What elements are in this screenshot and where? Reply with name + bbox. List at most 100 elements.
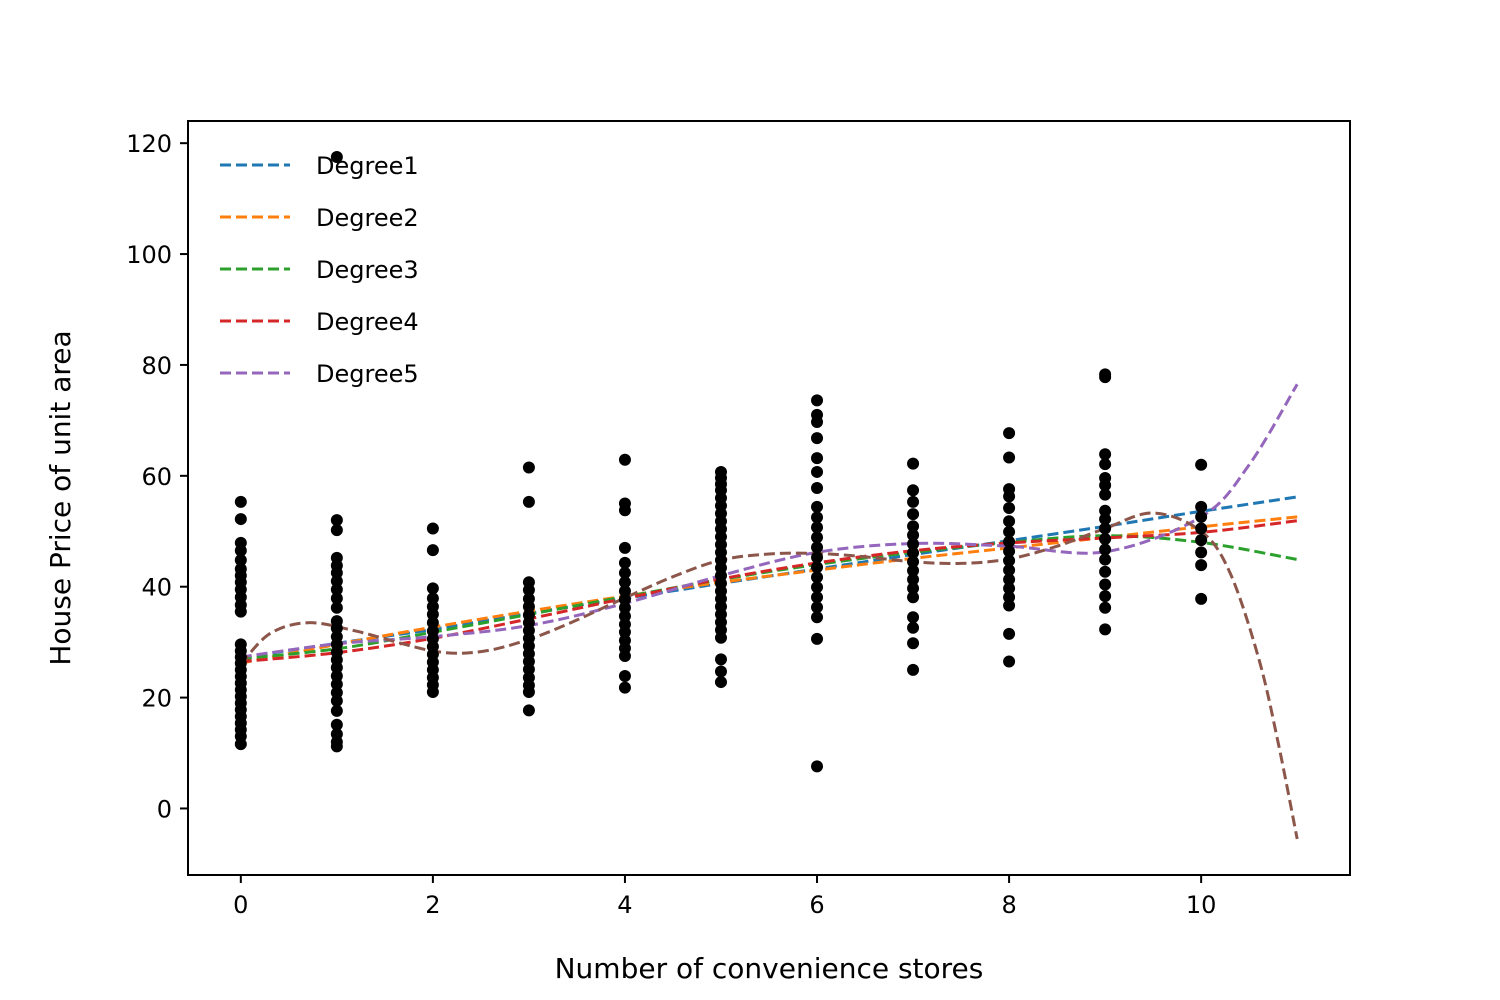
x-axis-label: Number of convenience stores — [555, 952, 984, 985]
series-line-degree4 — [240, 519, 1298, 664]
scatter-point — [1195, 592, 1208, 605]
scatter-point — [522, 584, 535, 597]
scatter-point — [330, 592, 343, 605]
scatter-point — [330, 524, 343, 537]
scatter-point — [330, 704, 343, 717]
scatter-point — [1099, 448, 1112, 461]
scatter-point — [330, 151, 343, 164]
scatter-point — [907, 538, 920, 551]
scatter-point — [1195, 510, 1208, 523]
scatter-point — [234, 554, 247, 567]
scatter-point — [811, 541, 824, 554]
scatter-point — [330, 669, 343, 682]
scatter-point — [330, 740, 343, 753]
scatter-point — [234, 513, 247, 526]
x-tick-label: 0 — [233, 891, 248, 919]
x-tick-label: 2 — [425, 891, 440, 919]
scatter-point — [714, 665, 727, 678]
scatter-point — [907, 508, 920, 521]
scatter-point — [522, 495, 535, 508]
scatter-point — [907, 457, 920, 470]
scatter-point — [1099, 623, 1112, 636]
scatter-point — [907, 611, 920, 624]
scatter-point — [330, 566, 343, 579]
scatter-point — [907, 555, 920, 568]
scatter-point — [907, 621, 920, 634]
scatter-point — [907, 546, 920, 559]
scatter-point — [1003, 573, 1016, 586]
scatter-point — [1003, 535, 1016, 548]
scatter-point — [811, 452, 824, 465]
scatter-point — [330, 678, 343, 691]
y-tick-label: 80 — [141, 352, 172, 380]
y-axis-label: House Price of unit area — [44, 330, 77, 665]
scatter-point — [907, 573, 920, 586]
scatter-point — [426, 522, 439, 535]
plot-frame — [187, 120, 1351, 876]
scatter-point — [618, 541, 631, 554]
scatter-point — [811, 394, 824, 407]
scatter-point — [618, 566, 631, 579]
scatter-point — [1099, 522, 1112, 535]
scatter-point — [811, 601, 824, 614]
x-axis-ticks: 0 2 4 6 8 10 — [233, 875, 1216, 919]
scatter-point — [907, 591, 920, 604]
scatter-point — [330, 575, 343, 588]
scatter-point — [1003, 564, 1016, 577]
legend-label: Degree4 — [316, 308, 419, 336]
scatter-point — [811, 591, 824, 604]
scatter-point — [1099, 578, 1112, 591]
scatter-point — [618, 626, 631, 639]
scatter-points — [234, 151, 1208, 773]
scatter-point — [330, 622, 343, 635]
scatter-point — [1099, 543, 1112, 556]
scatter-point — [811, 760, 824, 773]
scatter-point — [330, 694, 343, 707]
scatter-point — [1099, 553, 1112, 566]
x-tick-label: 10 — [1186, 891, 1217, 919]
y-tick-label: 60 — [141, 463, 172, 491]
scatter-point — [907, 637, 920, 650]
scatter-point — [811, 482, 824, 495]
scatter-point — [907, 564, 920, 577]
scatter-point — [1099, 488, 1112, 501]
scatter-point — [811, 511, 824, 524]
scatter-point — [811, 611, 824, 624]
scatter-point — [714, 676, 727, 689]
scatter-point — [1003, 582, 1016, 595]
scatter-point — [426, 608, 439, 621]
scatter-point — [1003, 545, 1016, 558]
scatter-point — [618, 601, 631, 614]
scatter-point — [1003, 490, 1016, 503]
scatter-point — [330, 686, 343, 699]
scatter-point — [1195, 546, 1208, 559]
scatter-point — [1003, 554, 1016, 567]
scatter-point — [1003, 627, 1016, 640]
x-tick-label: 6 — [809, 891, 824, 919]
scatter-point — [1195, 500, 1208, 513]
scatter-point — [522, 461, 535, 474]
scatter-point — [811, 561, 824, 574]
scatter-point — [811, 432, 824, 445]
scatter-point — [618, 576, 631, 589]
scatter-point — [811, 465, 824, 478]
x-tick-label: 4 — [617, 891, 632, 919]
scatter-point — [234, 495, 247, 508]
scatter-point — [811, 500, 824, 513]
scatter-point — [1003, 427, 1016, 440]
scatter-point — [1099, 504, 1112, 517]
scatter-point — [234, 544, 247, 557]
scatter-point — [330, 718, 343, 731]
scatter-point — [1003, 501, 1016, 514]
scatter-point — [811, 581, 824, 594]
scatter-point — [426, 582, 439, 595]
scatter-point — [1099, 371, 1112, 384]
scatter-point — [1195, 522, 1208, 535]
legend-label: Degree2 — [316, 204, 419, 232]
scatter-point — [907, 520, 920, 533]
scatter-point — [1003, 655, 1016, 668]
scatter-point — [1003, 599, 1016, 612]
scatter-point — [618, 556, 631, 569]
